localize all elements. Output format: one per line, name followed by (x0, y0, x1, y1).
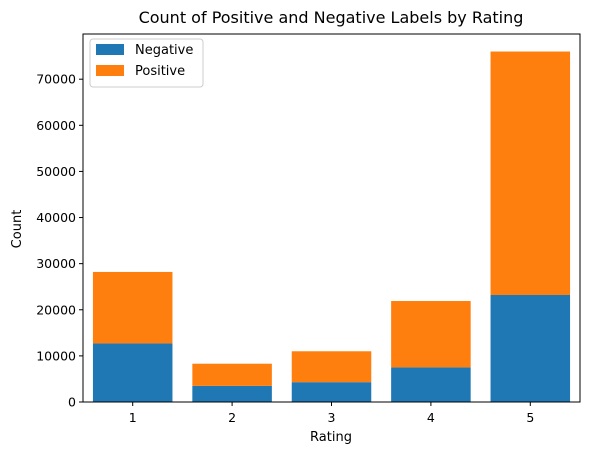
y-axis-label: Count (10, 210, 25, 249)
y-tick-label: 20000 (36, 302, 76, 317)
y-ticks-group: 0 10000 20000 30000 40000 50000 60000 70000 (36, 72, 83, 410)
legend-swatch-positive (96, 65, 124, 76)
x-tick-label: 2 (228, 410, 236, 425)
bar-positive-rating-3 (291, 351, 372, 383)
x-ticks-group: 1 2 3 4 5 (129, 402, 534, 425)
bar-positive-rating-5 (490, 51, 571, 296)
x-tick-label: 1 (129, 410, 137, 425)
chart-title: Count of Positive and Negative Labels by… (139, 8, 524, 27)
legend-label-positive: Positive (135, 64, 185, 79)
y-tick-label: 60000 (36, 118, 76, 133)
bar-negative-rating-1 (92, 343, 173, 402)
bar-positive-rating-1 (92, 271, 173, 344)
bar-negative-rating-2 (192, 385, 272, 402)
bar-positive-rating-2 (192, 363, 272, 386)
legend-label-negative: Negative (135, 43, 193, 58)
bars-group (92, 51, 571, 402)
y-tick-label: 40000 (36, 210, 76, 225)
x-axis-label: Rating (310, 430, 352, 445)
x-tick-label: 3 (328, 410, 336, 425)
y-tick-label: 0 (68, 395, 76, 410)
x-tick-label: 4 (427, 410, 435, 425)
y-tick-label: 10000 (36, 348, 76, 363)
y-tick-label: 30000 (36, 256, 76, 271)
bar-negative-rating-4 (391, 367, 471, 402)
legend-swatch-negative (96, 44, 124, 55)
x-tick-label: 5 (526, 410, 534, 425)
bar-negative-rating-5 (490, 295, 571, 402)
bar-negative-rating-3 (291, 382, 372, 402)
y-tick-label: 70000 (36, 72, 76, 87)
y-tick-label: 50000 (36, 164, 76, 179)
bar-positive-rating-4 (391, 301, 471, 368)
legend: Negative Positive (89, 38, 204, 88)
